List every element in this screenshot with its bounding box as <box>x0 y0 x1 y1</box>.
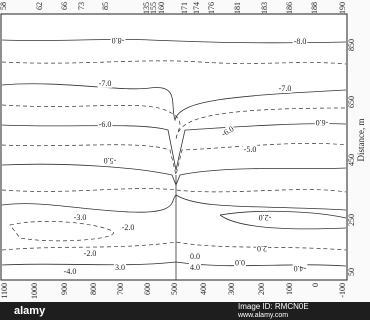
watermark-bar <box>0 302 370 320</box>
label-backdrop <box>102 156 118 166</box>
top-tick-label: 135 <box>142 2 151 14</box>
watermark-id: Image ID: RMCN0E <box>238 302 309 311</box>
bottom-tick-label: 400 <box>199 283 208 295</box>
bottom-tick-label: 600 <box>143 283 152 295</box>
bottom-tick-label: 300 <box>227 283 236 295</box>
top-tick-label: 155 <box>149 2 158 14</box>
top-tick-label: 85 <box>101 2 110 10</box>
bottom-tick-label: 1100 <box>0 283 9 299</box>
top-tick-label: 176 <box>207 2 216 14</box>
right-tick-label: 250 <box>347 214 356 226</box>
top-tick-label: 174 <box>192 2 201 14</box>
contour-label: -2.0 <box>84 249 97 258</box>
top-tick-label: 183 <box>260 2 269 14</box>
label-backdrop <box>277 83 293 93</box>
contour-label: 4.0 <box>190 263 200 272</box>
contour-label: 2.0 <box>257 244 267 253</box>
top-tick-label: 181 <box>233 2 242 14</box>
right-tick-label: 450 <box>347 154 356 166</box>
label-backdrop <box>120 222 136 232</box>
contour-label: -4.0 <box>294 264 307 273</box>
watermark-logo: alamy <box>14 305 46 317</box>
bottom-tick-label: 700 <box>116 283 125 295</box>
label-backdrop <box>114 262 126 272</box>
top-tick-label: 66 <box>60 2 69 10</box>
label-backdrop <box>292 264 308 274</box>
top-tick-label: 188 <box>310 2 319 14</box>
contour-label: 0.0 <box>190 252 200 261</box>
top-tick-label: 73 <box>77 2 86 10</box>
label-backdrop <box>314 118 330 128</box>
label-backdrop <box>62 266 78 276</box>
label-backdrop <box>234 258 246 268</box>
top-tick-label: 190 <box>338 2 347 14</box>
bottom-tick-label: 100 <box>285 283 294 295</box>
label-backdrop <box>292 36 308 46</box>
contour-label: 3.0 <box>115 263 125 272</box>
top-tick-label: 160 <box>157 2 166 14</box>
bottom-tick-label: 500 <box>170 283 179 295</box>
right-axis-title: Distance, m <box>356 119 366 162</box>
contour-label: -2.0 <box>122 223 135 232</box>
contour-label: 0.0 <box>235 258 245 267</box>
top-tick-label: 171 <box>180 2 189 14</box>
top-tick-label: 58 <box>0 2 8 10</box>
label-backdrop <box>97 78 113 88</box>
top-tick-label: 186 <box>285 2 294 14</box>
bottom-tick-label: 800 <box>89 283 98 295</box>
label-backdrop <box>82 248 98 258</box>
bottom-tick-label: 0 <box>311 283 320 287</box>
contour-label: -5.0 <box>244 145 257 154</box>
label-backdrop <box>110 36 126 46</box>
label-backdrop <box>189 251 201 261</box>
label-backdrop <box>242 144 258 154</box>
contour-label: -8.0 <box>294 37 307 46</box>
plot-frame <box>0 13 348 281</box>
bottom-tick-label: 900 <box>60 283 69 295</box>
label-backdrop <box>219 123 237 139</box>
contour-label: -6.0 <box>316 118 329 127</box>
contour-label: -2.0 <box>259 213 272 222</box>
bottom-tick-label: 200 <box>257 283 266 295</box>
right-tick-label: 650 <box>347 96 356 108</box>
contour-label: -6.0 <box>99 120 112 129</box>
contour-label: -7.0 <box>99 79 112 88</box>
label-backdrop <box>189 262 201 272</box>
contour-label: -8.0 <box>112 36 125 45</box>
label-backdrop <box>72 212 88 222</box>
contour-label: -4.0 <box>64 267 77 276</box>
watermark-url: www.alamy.com <box>237 312 288 319</box>
bottom-tick-label: 1000 <box>30 283 39 299</box>
label-backdrop <box>97 119 113 129</box>
label-backdrop <box>257 213 273 223</box>
contour-label: -5.0 <box>104 156 117 165</box>
right-tick-label: 850 <box>347 39 356 51</box>
bottom-tick-label: -100 <box>338 283 347 298</box>
contour-label: -3.0 <box>74 213 87 222</box>
contour-label: -7.0 <box>279 84 292 93</box>
label-backdrop <box>256 244 268 254</box>
top-tick-label: 62 <box>35 2 44 10</box>
right-tick-label: 50 <box>347 268 356 276</box>
